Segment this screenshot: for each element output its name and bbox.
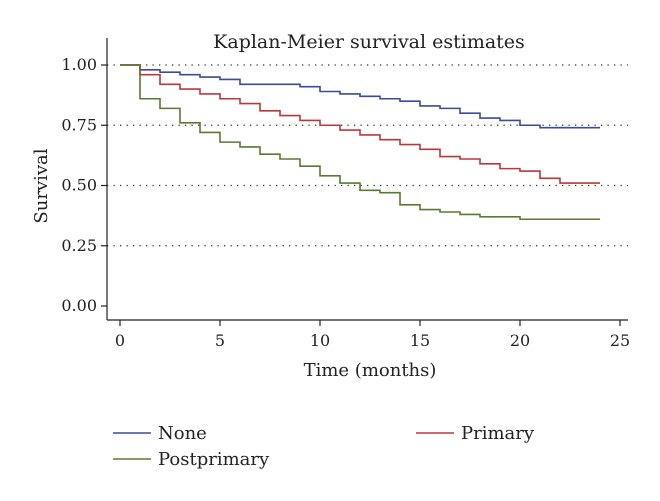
x-tick-label-3: 15 — [410, 331, 430, 350]
legend-item-postprimary: Postprimary — [113, 449, 270, 470]
series-line-primary — [120, 64, 600, 184]
grid-lines — [107, 64, 628, 247]
legend-label-none: None — [158, 423, 207, 444]
legend-label-postprimary: Postprimary — [158, 449, 270, 470]
axes — [101, 38, 628, 326]
legend-item-none: None — [113, 423, 207, 444]
y-axis-label: Survival — [31, 148, 52, 223]
legend-item-primary: Primary — [416, 423, 535, 444]
y-tick-label-2: 0.50 — [61, 176, 97, 195]
x-tick-label-4: 20 — [510, 331, 530, 350]
y-tick-label-4: 1.00 — [61, 55, 97, 74]
x-axis-label: Time (months) — [304, 360, 437, 381]
legend: None Primary Postprimary — [113, 423, 535, 470]
legend-label-primary: Primary — [461, 423, 535, 444]
x-tick-label-0: 0 — [115, 331, 125, 350]
x-tick-label-1: 5 — [215, 331, 225, 350]
tick-labels: 0.00 0.25 0.50 0.75 1.00 0 5 10 15 20 25 — [61, 55, 630, 350]
series-line-none — [120, 64, 600, 129]
series-lines — [120, 64, 600, 221]
y-tick-label-1: 0.25 — [61, 236, 97, 255]
x-tick-label-5: 25 — [610, 331, 630, 350]
y-tick-label-0: 0.00 — [61, 296, 97, 315]
y-tick-label-3: 0.75 — [61, 115, 97, 134]
chart-title: Kaplan-Meier survival estimates — [213, 31, 525, 53]
x-tick-label-2: 10 — [310, 331, 330, 350]
series-line-postprimary — [120, 64, 600, 221]
